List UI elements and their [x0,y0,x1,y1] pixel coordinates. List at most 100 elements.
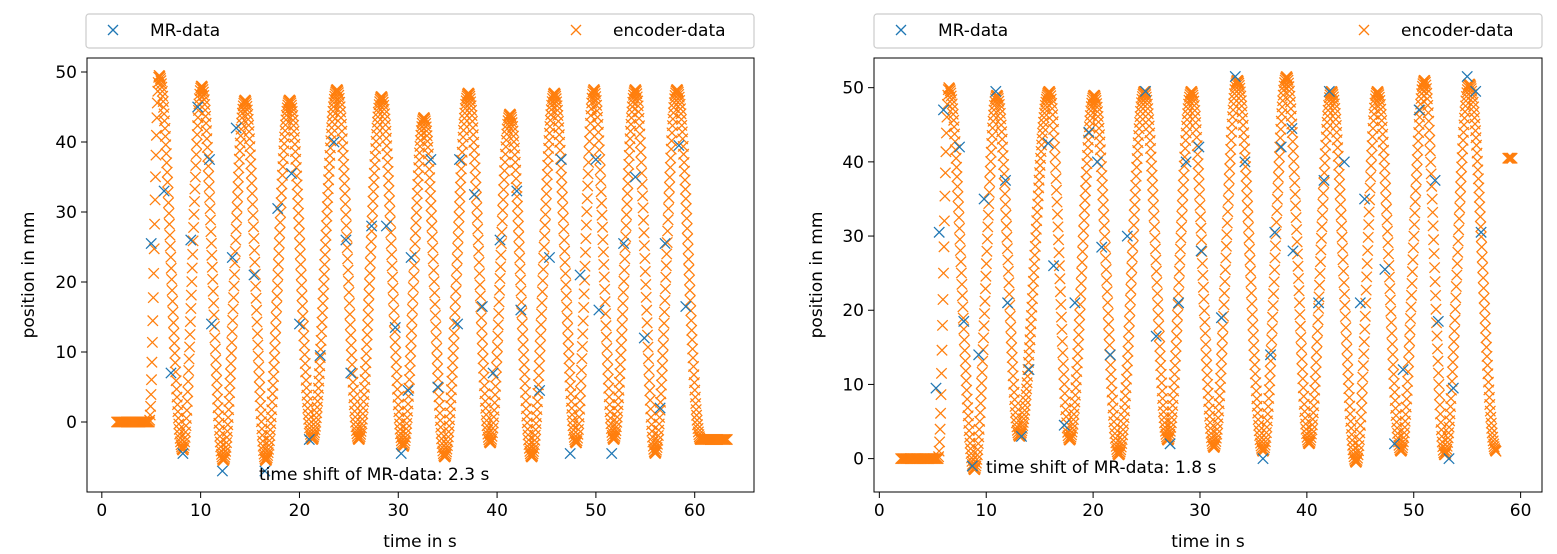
left-encoder-point [211,384,223,396]
right-encoder-point [1007,361,1019,373]
right-encoder-point [1099,230,1111,243]
left-encoder-point [203,170,215,182]
left-encoder-point [179,431,191,444]
left-encoder-point [205,225,217,238]
right-encoder-point [1079,185,1092,197]
right-encoder-point [1472,173,1485,185]
left-encoder-point [207,297,220,309]
left-encoder-point [473,256,485,269]
right-encoder-point [1294,308,1306,321]
right-encoder-point [1267,299,1279,312]
left-encoder-point [644,394,656,406]
right-mr-point [1015,430,1028,443]
right-encoder-point [1025,309,1038,322]
right-encoder-point [1100,263,1112,276]
left-encoder-point [408,259,420,272]
right-encoder-point [1249,368,1261,380]
right-encoder-point [1174,254,1186,266]
right-encoder-point [1078,204,1091,216]
left-encoder-point [368,167,380,179]
right-encoder-point [1481,359,1494,371]
left-encoder-point [295,258,307,271]
right-encoder-point [1425,156,1437,168]
right-encoder-point [1188,95,1200,107]
left-encoder-point [194,84,206,97]
left-encoder-point [621,188,634,200]
right-encoder-point [1240,170,1252,182]
left-encoder-point [270,322,282,334]
right-encoder-point [1268,276,1280,288]
left-encoder-point [148,243,160,255]
left-encoder-point [343,297,356,310]
left-mr-point [285,167,298,180]
right-encoder-point [1362,244,1374,257]
left-encoder-point [181,395,193,408]
left-encoder-point [478,371,490,383]
right-mr-point [1475,226,1487,238]
left-encoder-point [505,109,517,122]
left-encoder-point [276,169,289,181]
right-encoder-point [1172,298,1184,311]
left-encoder-point [536,297,548,309]
left-encoder-point [231,191,244,203]
right-mr-point [1379,263,1391,276]
right-encoder-point [1053,260,1066,272]
right-chart-panel: MR-data encoder-data 0 10 20 30 40 50 60 0 10 20 3… [807,13,1543,552]
left-x-tick-label: 50 [585,501,607,521]
left-encoder-point [559,267,572,280]
right-encoder-point [1428,247,1440,260]
left-encoder-point [535,308,548,320]
left-mr-point [555,153,567,166]
left-encoder-point [163,207,175,220]
right-encoder-point [1377,144,1390,156]
left-encoder-point [204,202,216,215]
left-y-tick-label: 40 [55,133,77,153]
right-encoder-point [1100,252,1112,265]
right-encoder-point [1153,330,1165,342]
left-mr-point [314,349,326,362]
right-encoder-point [952,201,965,213]
left-encoder-point [600,320,612,332]
right-encoder-point [984,175,996,188]
left-encoder-point [578,301,590,314]
left-y-tick-label: 0 [66,413,77,433]
right-encoder-point [1148,210,1160,222]
right-encoder-point [1305,428,1318,440]
left-encoder-point [599,296,611,308]
left-encoder-point [489,389,501,401]
right-encoder-point [1222,194,1234,207]
left-encoder-point [190,148,202,161]
right-encoder-point [1000,209,1012,221]
right-mr-point [978,193,990,205]
left-mr-point [476,300,488,313]
right-encoder-point [1381,214,1393,226]
right-y-tick-label: 10 [842,375,864,395]
left-encoder-point [272,258,285,270]
right-encoder-point [978,307,991,320]
left-encoder-point [204,214,217,226]
left-encoder-point [433,391,445,403]
right-encoder-point [1357,371,1369,383]
right-encoder-point [1176,199,1188,212]
left-encoder-point [632,95,644,107]
left-encoder-point [473,267,486,280]
left-encoder-point [558,223,570,235]
left-mr-point [395,447,407,460]
left-encoder-point [588,84,601,96]
left-encoder-point [230,223,242,235]
left-encoder-point [623,149,635,162]
left-encoder-point [616,308,629,320]
right-encoder-point [1193,188,1206,201]
right-annotation: time shift of MR-data: 1.8 s [986,458,1216,478]
left-encoder-point [721,433,733,446]
left-encoder-point [635,146,647,158]
left-encoder-point [598,258,610,271]
left-encoder-point [310,412,322,424]
right-encoder-point [1313,279,1326,291]
left-encoder-point [144,409,156,421]
left-encoder-point [516,318,528,330]
left-encoder-point [271,279,284,292]
left-encoder-point [575,364,588,376]
left-encoder-point [640,291,652,304]
left-encoder-point [497,204,509,216]
